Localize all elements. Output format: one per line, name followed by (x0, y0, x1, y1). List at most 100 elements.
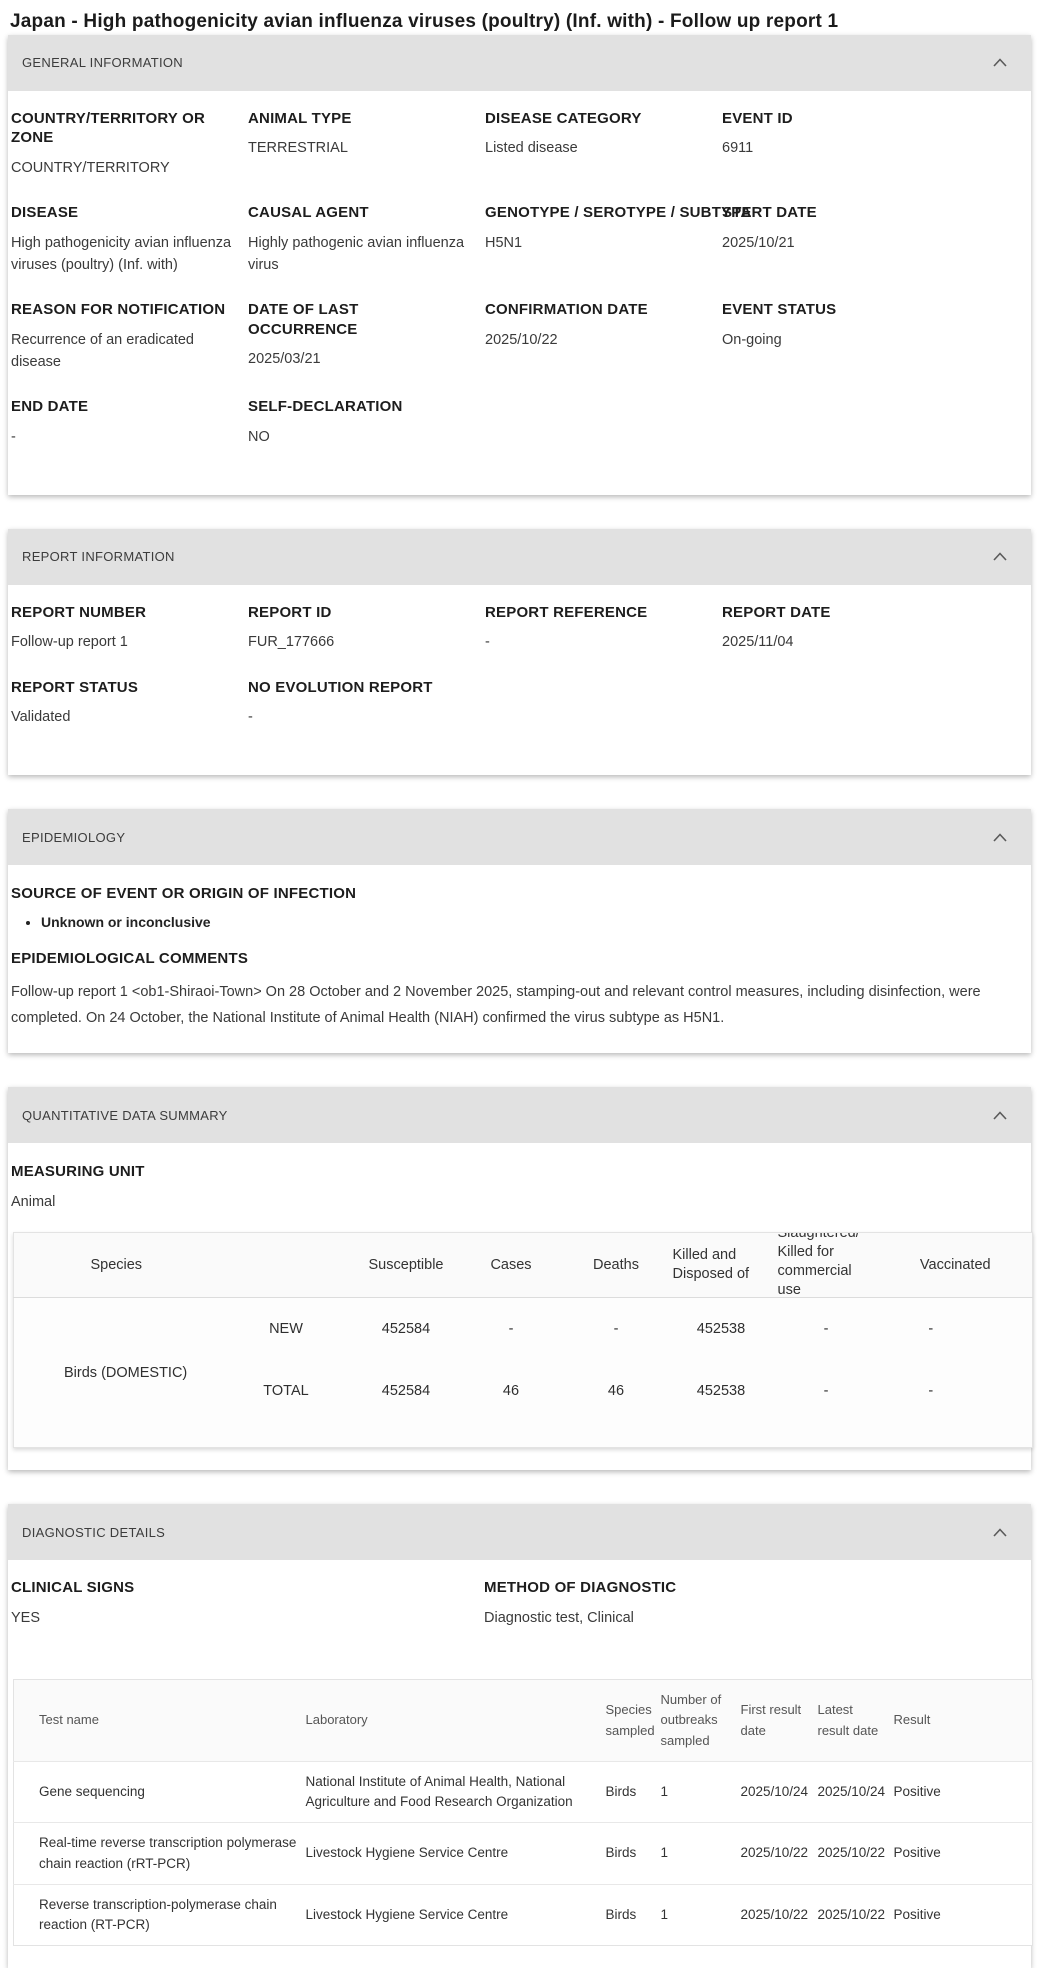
field-report-reference: REPORT REFERENCE - (485, 603, 722, 654)
field-confirmation-date: CONFIRMATION DATE 2025/10/22 (485, 300, 722, 373)
diagnostic-body: CLINICAL SIGNS YES METHOD OF DIAGNOSTIC … (8, 1560, 1033, 1968)
section-general-information: GENERAL INFORMATION COUNTRY/TERRITORY OR… (8, 34, 1031, 495)
field-label: REPORT ID (248, 603, 332, 621)
field-label: DATE OF LAST OCCURRENCE (248, 301, 359, 338)
section-header-general-information[interactable]: GENERAL INFORMATION (8, 34, 1031, 91)
section-header-diagnostic-details[interactable]: DIAGNOSTIC DETAILS (8, 1504, 1031, 1561)
col-first-result-date: First result date (738, 1679, 816, 1762)
col-row-type (218, 1232, 354, 1299)
col-species: Species (13, 1232, 219, 1299)
quant-row-total: TOTAL 452584 46 46 452538 - - (14, 1360, 1033, 1422)
field-causal-agent: CAUSAL AGENT Highly pathogenic avian inf… (248, 203, 485, 276)
field-clinical-signs: CLINICAL SIGNS YES (11, 1578, 484, 1629)
field-label: REPORT NUMBER (11, 603, 147, 621)
field-report-number: REPORT NUMBER Follow-up report 1 (11, 603, 248, 654)
field-value: High pathogenicity avian influenza virus… (11, 234, 232, 273)
outbreaks-sampled: 1 (658, 1822, 739, 1885)
field-label: REPORT STATUS (11, 678, 139, 696)
field-label: EVENT STATUS (722, 301, 837, 319)
species-sampled: Birds (603, 1883, 659, 1946)
field-last-occurrence: DATE OF LAST OCCURRENCE 2025/03/21 (248, 300, 485, 373)
field-end-date: END DATE - (11, 397, 248, 448)
section-diagnostic-details: DIAGNOSTIC DETAILS CLINICAL SIGNS YES ME… (8, 1504, 1033, 1968)
field-animal-type: ANIMAL TYPE TERRESTRIAL (248, 109, 485, 180)
outbreaks-sampled: 1 (658, 1883, 739, 1946)
field-label: ANIMAL TYPE (248, 109, 352, 127)
section-quantitative-data-summary: QUANTITATIVE DATA SUMMARY MEASURING UNIT… (8, 1087, 1033, 1471)
killed-new: 452538 (696, 1320, 746, 1337)
field-value: 6911 (722, 140, 754, 157)
field-label: END DATE (11, 398, 89, 416)
row-type: TOTAL (263, 1382, 309, 1399)
col-vaccinated: Vaccinated (878, 1232, 1033, 1299)
col-cases: Cases (458, 1232, 564, 1299)
field-report-status: REPORT STATUS Validated (11, 678, 248, 729)
outbreaks-sampled: 1 (658, 1760, 739, 1823)
field-value: FUR_177666 (248, 634, 335, 651)
field-label: CAUSAL AGENT (248, 204, 369, 222)
field-label: COUNTRY/TERRITORY OR ZONE (11, 109, 206, 147)
report-information-body: REPORT NUMBER Follow-up report 1 REPORT … (8, 585, 1031, 776)
quantitative-table: Species Susceptible Cases Deaths Killed … (13, 1232, 1033, 1449)
section-header-epidemiology[interactable]: EPIDEMIOLOGY (8, 809, 1031, 866)
deaths-new: - (613, 1320, 619, 1337)
section-header-quantitative-data[interactable]: QUANTITATIVE DATA SUMMARY (8, 1087, 1031, 1144)
laboratory: National Institute of Animal Health, Nat… (303, 1760, 604, 1823)
field-label: CONFIRMATION DATE (485, 301, 648, 319)
field-value: - (248, 709, 253, 726)
field-disease: DISEASE High pathogenicity avian influen… (11, 203, 248, 276)
col-deaths: Deaths (563, 1232, 669, 1299)
field-reason-notification: REASON FOR NOTIFICATION Recurrence of an… (11, 300, 248, 373)
field-start-date: START DATE 2025/10/21 (722, 203, 959, 276)
section-report-information: REPORT INFORMATION REPORT NUMBER Follow-… (8, 528, 1031, 776)
first-result-date: 2025/10/24 (738, 1760, 816, 1823)
section-title: EPIDEMIOLOGY (22, 829, 126, 845)
latest-result-date: 2025/10/24 (815, 1760, 892, 1823)
result: Positive (891, 1760, 1033, 1823)
col-susceptible: Susceptible (353, 1232, 459, 1299)
col-slaughtered: Slaughtered/ Killed for commercial use (773, 1232, 879, 1299)
field-event-status: EVENT STATUS On-going (722, 300, 959, 373)
col-test-name: Test name (13, 1679, 304, 1762)
first-result-date: 2025/10/22 (738, 1883, 816, 1946)
chevron-up-icon[interactable] (993, 552, 1007, 561)
field-value: COUNTRY/TERRITORY (11, 159, 170, 176)
slaughtered-new: - (823, 1320, 829, 1337)
chevron-up-icon[interactable] (993, 58, 1007, 67)
chevron-up-icon[interactable] (993, 1111, 1007, 1120)
field-label: CLINICAL SIGNS (11, 1579, 135, 1597)
laboratory: Livestock Hygiene Service Centre (303, 1822, 604, 1885)
test-name: Reverse transcription-polymerase chain r… (13, 1883, 304, 1946)
col-killed-disposed: Killed and Disposed of (668, 1232, 774, 1299)
diag-row: Real-time reverse transcription polymera… (13, 1822, 1033, 1885)
field-label: EVENT ID (722, 109, 793, 127)
field-label: DISEASE CATEGORY (485, 109, 642, 127)
field-country: COUNTRY/TERRITORY OR ZONE COUNTRY/TERRIT… (11, 109, 248, 180)
field-value: 2025/11/04 (722, 634, 794, 651)
field-value: Validated (11, 709, 71, 726)
vaccinated-new: - (928, 1320, 934, 1337)
field-label: START DATE (722, 204, 817, 222)
field-label: REPORT DATE (722, 603, 831, 621)
species-name: Birds (DOMESTIC) (64, 1364, 188, 1381)
vaccinated-total: - (928, 1382, 934, 1399)
quant-row-new: Birds (DOMESTIC) NEW 452584 - - 452538 -… (14, 1298, 1033, 1381)
chevron-up-icon[interactable] (993, 832, 1007, 842)
diagnostic-table: Test name Laboratory Species sampled Num… (13, 1679, 1033, 1947)
killed-total: 452538 (696, 1382, 746, 1399)
field-event-id: EVENT ID 6911 (722, 109, 959, 180)
field-label: METHOD OF DIAGNOSTIC (484, 1579, 677, 1597)
section-header-report-information[interactable]: REPORT INFORMATION (8, 528, 1031, 585)
field-value: TERRESTRIAL (248, 140, 348, 157)
field-label: REASON FOR NOTIFICATION (11, 301, 226, 319)
diag-row: Reverse transcription-polymerase chain r… (13, 1883, 1033, 1946)
row-type: NEW (269, 1320, 303, 1337)
deaths-total: 46 (607, 1382, 625, 1399)
latest-result-date: 2025/10/22 (815, 1883, 892, 1946)
latest-result-date: 2025/10/22 (815, 1822, 892, 1885)
source-of-event-item: Unknown or inconclusive (41, 914, 1021, 930)
cases-total: 46 (502, 1382, 520, 1399)
first-result-date: 2025/10/22 (738, 1822, 816, 1885)
section-title: REPORT INFORMATION (22, 549, 175, 565)
chevron-up-icon[interactable] (993, 1527, 1007, 1537)
